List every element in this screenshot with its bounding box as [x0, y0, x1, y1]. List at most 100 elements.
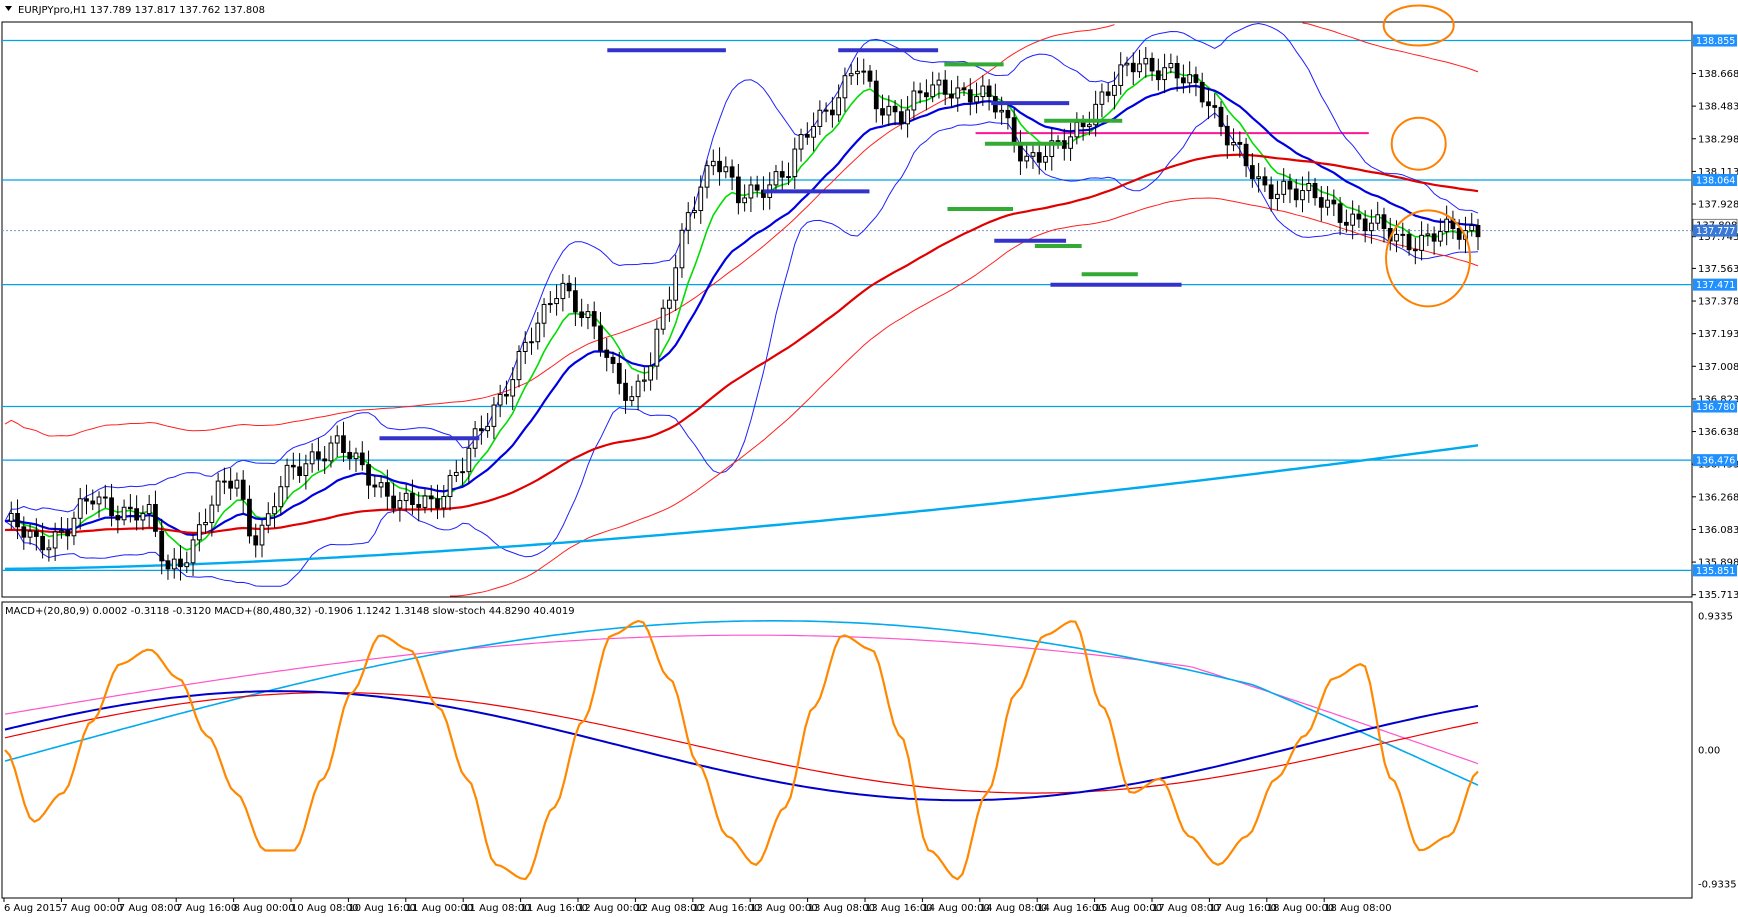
candle-body	[1149, 57, 1155, 72]
candle-body	[823, 109, 829, 112]
candle-body	[1118, 64, 1124, 86]
candle-body	[290, 464, 296, 468]
candle-body	[378, 482, 384, 488]
candle-body	[196, 524, 202, 541]
time-axis-label: 11 Aug 08:00	[463, 903, 530, 914]
price-axis-label: 136.638	[1698, 427, 1738, 438]
candle-body	[146, 504, 152, 515]
candle-body	[215, 480, 221, 506]
candle-body	[1475, 224, 1481, 238]
time-axis-label: 18 Aug 00:00	[1267, 903, 1334, 914]
time-axis-label: 13 Aug 16:00	[865, 903, 932, 914]
level-price-tag	[1693, 454, 1737, 467]
time-axis-label: 11 Aug 00:00	[406, 903, 473, 914]
candle-body	[1312, 182, 1318, 199]
candle-body	[366, 464, 371, 486]
candle-body	[435, 498, 440, 509]
candle-body	[522, 341, 528, 352]
highlight-circle	[1390, 116, 1447, 171]
candle-body	[453, 471, 459, 477]
candle-body	[322, 458, 328, 462]
candle-body	[547, 303, 553, 306]
candle-body	[234, 479, 240, 489]
level-price-tag	[1693, 34, 1737, 47]
support-resistance-bars	[379, 48, 1182, 441]
candle-body	[1162, 67, 1167, 81]
candle-body	[660, 307, 666, 330]
price-axis-label: 136.083	[1698, 525, 1738, 536]
envelope-lower	[450, 197, 1479, 597]
candle-body	[121, 506, 127, 521]
candle-body	[585, 311, 591, 319]
candle-body	[40, 535, 45, 551]
candle-body	[447, 475, 453, 498]
time-axis-label: 18 Aug 08:00	[1324, 903, 1391, 914]
candle-body	[1406, 233, 1412, 251]
candle-body	[942, 79, 948, 95]
candle-body	[265, 513, 271, 526]
time-axis-label: 13 Aug 08:00	[808, 903, 875, 914]
candle-body	[347, 451, 353, 460]
candle-body	[836, 97, 842, 116]
candle-body	[109, 497, 114, 517]
level-price-tag-label: 136.780	[1696, 402, 1735, 413]
candle-body	[917, 90, 923, 94]
candle-body	[742, 197, 748, 204]
candle-body	[924, 92, 929, 98]
candle-body	[573, 290, 578, 313]
price-panel	[1, 21, 1693, 598]
oscillator-axis-label: 0.00	[1698, 746, 1720, 757]
candle-body	[867, 70, 873, 82]
candle-body	[1469, 224, 1475, 232]
candle-body	[178, 558, 183, 568]
candle-body	[535, 322, 541, 343]
candle-body	[723, 166, 729, 173]
candle-body	[629, 396, 635, 401]
candle-body	[610, 356, 616, 364]
candle-body	[1456, 227, 1462, 240]
candle-body	[1350, 213, 1356, 226]
candle-body	[980, 85, 986, 98]
candle-body	[529, 341, 534, 344]
candle-body	[1193, 74, 1199, 83]
candle-body	[1105, 91, 1111, 96]
envelope-upper	[4, 22, 1479, 437]
current-price-tag-label: 137.777	[1696, 226, 1735, 237]
price-axis-label: 135.898	[1698, 558, 1738, 569]
candle-body	[1256, 176, 1261, 180]
candle-body	[779, 171, 785, 178]
candle-body	[773, 171, 779, 186]
candle-body	[1036, 152, 1042, 163]
price-axis-label: 138.668	[1698, 69, 1738, 80]
candle-body	[654, 328, 660, 367]
candle-body	[1043, 155, 1048, 163]
candle-body	[115, 515, 121, 521]
candle-body	[1343, 221, 1349, 226]
candle-body	[303, 463, 309, 476]
candle-body	[1444, 218, 1450, 233]
candle-body	[930, 84, 936, 98]
highlight-circles	[1382, 4, 1472, 308]
candle-body	[974, 96, 979, 103]
candle-body	[641, 379, 647, 382]
candle-body	[516, 350, 522, 381]
candle-body	[673, 267, 679, 301]
candle-body	[328, 442, 334, 462]
candle-body	[485, 425, 491, 432]
price-axis-label: 136.268	[1698, 492, 1738, 503]
candle-body	[579, 311, 585, 319]
candle-body	[1431, 233, 1437, 242]
dropdown-triangle-icon[interactable]	[5, 6, 12, 11]
indicator-title: MACD+(20,80,9) 0.0002 -0.3118 -0.3120 MA…	[5, 606, 575, 617]
candle-body	[1375, 214, 1381, 224]
time-axis-label: 12 Aug 00:00	[578, 903, 645, 914]
candle-body	[1362, 218, 1368, 232]
candle-body	[1137, 63, 1142, 73]
candle-body	[591, 311, 597, 327]
time-axis-label: 10 Aug 08:00	[291, 903, 358, 914]
candle-body	[1419, 234, 1424, 251]
candle-body	[1011, 117, 1017, 145]
macd-slow-line	[4, 620, 1479, 786]
candle-body	[817, 109, 823, 127]
candle-body	[1356, 213, 1362, 220]
